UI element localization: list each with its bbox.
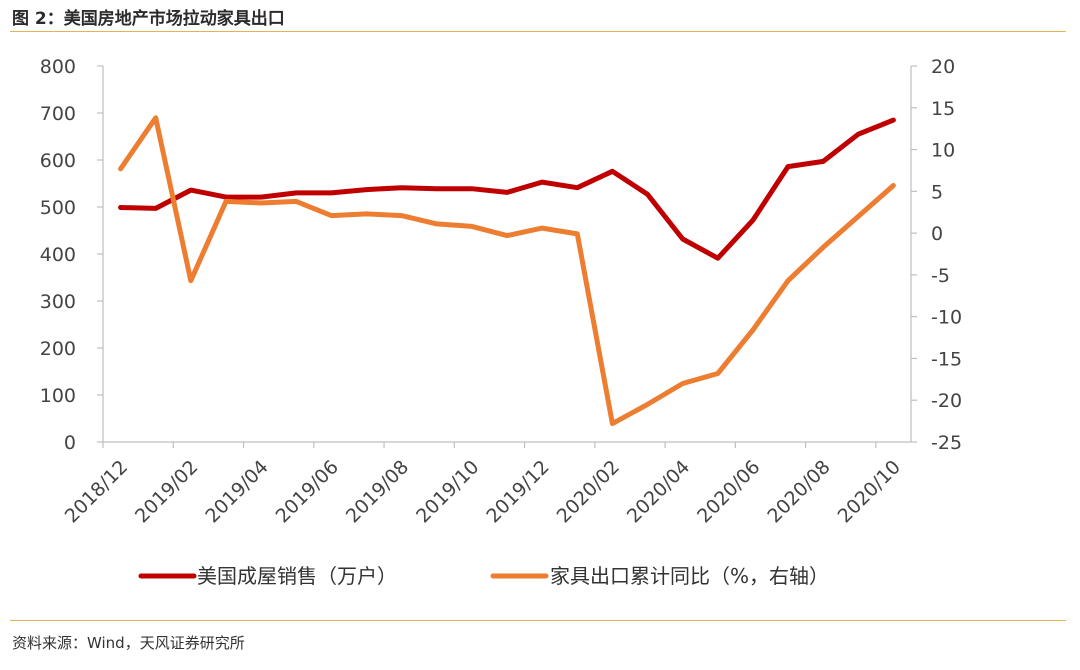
x-tick-label: 2019/06: [272, 456, 343, 527]
x-tick-label: 2019/10: [412, 456, 483, 527]
source-note: 资料来源：Wind，天风证券研究所: [12, 634, 245, 652]
y-right-tick-label: 0: [931, 223, 943, 245]
y-right-tick-label: -5: [931, 265, 950, 287]
legend-label-2: 家具出口累计同比（%，右轴）: [550, 564, 829, 588]
x-tick-label: 2020/08: [763, 456, 834, 527]
y-right-tick-label: 20: [931, 56, 955, 78]
figure-title: 图 2：美国房地产市场拉动家具出口: [12, 9, 285, 29]
x-tick-label: 2019/04: [201, 456, 272, 527]
x-tick-label: 2019/02: [131, 456, 202, 527]
x-tick-label: 2020/10: [834, 456, 905, 527]
y-left-tick-label: 700: [40, 103, 76, 125]
y-left-tick-label: 300: [40, 291, 76, 313]
series-line-2: [118, 115, 896, 427]
chart-axes: 800 700 600 500 400 300 200 100 0 20 15 10 5 0 -5 -10 -1…: [40, 56, 962, 527]
y-right-tick-label: -20: [931, 390, 962, 412]
x-tick-label: 2019/08: [342, 456, 413, 527]
y-left-tick-label: 800: [40, 56, 76, 78]
legend: 美国成屋销售（万户） 家具出口累计同比（%，右轴）: [138, 564, 829, 588]
y-left-tick-label: 100: [40, 385, 76, 407]
x-tick-label: 2018/12: [61, 456, 132, 527]
y-right-tick-label: 15: [931, 98, 955, 120]
chart: 800 700 600 500 400 300 200 100 0 20 15 10 5 0 -5 -10 -1…: [40, 56, 962, 588]
y-right-tick-label: -25: [931, 432, 962, 454]
y-left-tick-label: 0: [64, 432, 76, 454]
y-left-tick-label: 600: [40, 150, 76, 172]
x-tick-label: 2020/04: [623, 456, 694, 527]
x-tick-label: 2020/02: [553, 456, 624, 527]
top-rule: [10, 31, 1066, 32]
series-layer: [118, 115, 896, 427]
y-left-tick-label: 500: [40, 197, 76, 219]
x-tick-label: 2020/06: [693, 456, 764, 527]
x-tick-label: 2019/12: [482, 456, 553, 527]
legend-label-1: 美国成屋销售（万户）: [197, 564, 397, 588]
y-right-tick-label: -15: [931, 348, 962, 370]
y-right-tick-label: 5: [931, 181, 943, 203]
y-left-tick-label: 200: [40, 338, 76, 360]
y-left-tick-label: 400: [40, 244, 76, 266]
series-line-1: [118, 117, 896, 261]
bottom-rule: [10, 620, 1066, 621]
y-right-tick-label: -10: [931, 307, 962, 329]
y-right-tick-label: 10: [931, 140, 955, 162]
